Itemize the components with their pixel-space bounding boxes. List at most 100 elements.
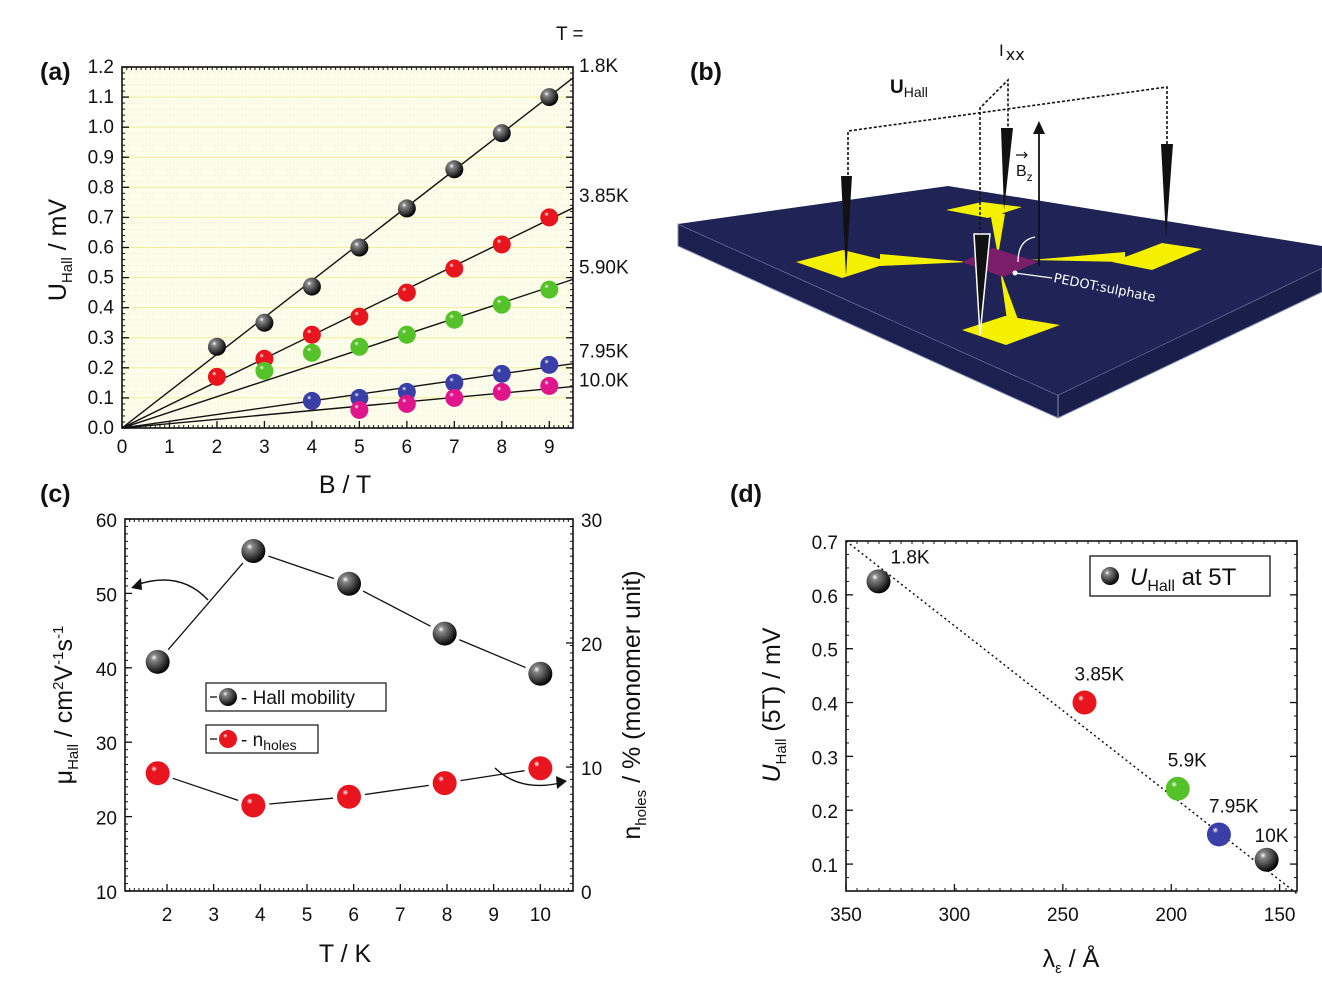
right-axis-arrow xyxy=(494,767,561,787)
data-point xyxy=(350,337,369,356)
data-point xyxy=(1206,822,1231,847)
data-point xyxy=(207,337,226,356)
data-point xyxy=(540,280,559,299)
y-tick-label: 0.1 xyxy=(812,856,838,877)
y-left-tick-label: 40 xyxy=(96,660,117,681)
x-tick-label: 8 xyxy=(442,905,453,926)
x-tick-label: 10 xyxy=(530,905,551,926)
legend-label: - Hall mobility xyxy=(241,688,356,709)
data-point xyxy=(540,376,559,395)
y-tick-label: 0.4 xyxy=(88,298,115,319)
y-right-tick-label: 10 xyxy=(581,759,602,780)
data-point xyxy=(255,313,274,332)
y-tick-label: 1.1 xyxy=(88,87,114,108)
series-label: 10.0K xyxy=(579,371,629,392)
trace-top xyxy=(990,212,1005,256)
y-tick-label: 1.2 xyxy=(88,57,114,78)
data-point xyxy=(866,569,891,594)
point-label: 10K xyxy=(1255,826,1289,847)
y-tick-label: 0.5 xyxy=(88,268,114,289)
series-label: 7.95K xyxy=(579,342,629,363)
y-tick-label: 0.0 xyxy=(88,418,114,439)
x-tick-label: 2 xyxy=(162,905,173,926)
series-line xyxy=(459,639,526,669)
x-tick-label: 4 xyxy=(307,437,318,458)
y-left-tick-label: 60 xyxy=(96,511,117,532)
right-axis-arrowhead xyxy=(556,776,567,789)
x-axis-label: B / T xyxy=(319,471,371,499)
y-tick-label: 0.2 xyxy=(812,802,838,823)
plot-frame xyxy=(845,540,1298,892)
data-point xyxy=(302,391,321,410)
u-hall-label: UHall xyxy=(890,77,928,100)
fit-line xyxy=(845,540,1298,895)
data-point xyxy=(302,325,321,344)
data-point xyxy=(445,373,464,392)
right-angle-mark xyxy=(1017,236,1036,263)
data-point xyxy=(492,295,511,314)
y-tick-label: 0.4 xyxy=(812,695,839,716)
series-line xyxy=(269,797,334,805)
film-pointer-line xyxy=(1014,272,1053,279)
legend-label: UHall at 5T xyxy=(1130,564,1237,595)
data-point xyxy=(350,307,369,326)
data-point xyxy=(1165,776,1190,801)
series-line xyxy=(460,770,525,782)
data-point xyxy=(445,310,464,329)
x-tick-label: 7 xyxy=(449,437,460,458)
series-label: 5.90K xyxy=(579,257,629,278)
trace-bottom xyxy=(1000,270,1020,327)
data-point xyxy=(528,756,553,781)
legend-box xyxy=(1089,555,1271,597)
series-label: 1.8K xyxy=(579,56,618,77)
y-tick-label: 0.7 xyxy=(88,207,114,228)
point-label: 1.8K xyxy=(891,547,930,568)
data-point xyxy=(302,277,321,296)
x-tick-label: 150 xyxy=(1264,905,1296,926)
chart-a: T = B / T UHall / mV 0 1 2 3 4 5 6 7 8 9 0.0 0.1 0.2… xyxy=(44,24,629,499)
x-tick-label: 7 xyxy=(395,905,406,926)
y-tick-label: 1.0 xyxy=(88,117,114,138)
data-point xyxy=(1101,567,1119,585)
data-point xyxy=(528,661,553,686)
plot-frame xyxy=(124,518,574,892)
trace-left xyxy=(880,254,970,266)
x-tick-label: 200 xyxy=(1155,905,1187,926)
y-tick-label: 0.7 xyxy=(812,533,838,554)
data-point xyxy=(241,793,266,818)
y-left-tick-label: 10 xyxy=(96,883,117,904)
y-tick-label: 0.1 xyxy=(88,388,114,409)
data-point xyxy=(302,343,321,362)
x-tick-label: 1 xyxy=(164,437,175,458)
data-point xyxy=(492,382,511,401)
series-line xyxy=(268,555,335,580)
y-tick-label: 0.3 xyxy=(88,328,114,349)
series-line xyxy=(167,562,244,651)
x-tick-label: 3 xyxy=(208,905,219,926)
data-point xyxy=(397,325,416,344)
legend-item-n-holes: - nholes xyxy=(205,724,319,754)
y-axis-right-label: nholes / % (monomer unit) xyxy=(618,570,650,839)
substrate-right-face xyxy=(1057,267,1322,419)
y-axis-label: UHall (5T) / mV xyxy=(758,627,790,782)
probe-front xyxy=(973,233,991,336)
x-tick-label: 6 xyxy=(402,437,413,458)
pad-top xyxy=(946,202,1022,218)
trace-right xyxy=(1030,252,1125,262)
data-point xyxy=(492,364,511,383)
x-tick-label: 4 xyxy=(255,905,266,926)
x-tick-label: 0 xyxy=(117,437,128,458)
panel-label-b: (b) xyxy=(690,58,722,86)
x-tick-label: 8 xyxy=(497,437,508,458)
y-tick-label: 0.6 xyxy=(88,238,114,259)
b-field-label: Bz xyxy=(1016,163,1033,184)
point-label: 7.95K xyxy=(1209,796,1259,817)
data-point xyxy=(432,621,457,646)
panel-label-d: (d) xyxy=(730,480,762,508)
data-point xyxy=(540,88,559,107)
probe-right xyxy=(1161,144,1173,238)
data-point xyxy=(492,124,511,143)
x-tick-label: 9 xyxy=(488,905,499,926)
probe-left xyxy=(841,176,852,276)
panel-label-a: (a) xyxy=(40,58,71,86)
